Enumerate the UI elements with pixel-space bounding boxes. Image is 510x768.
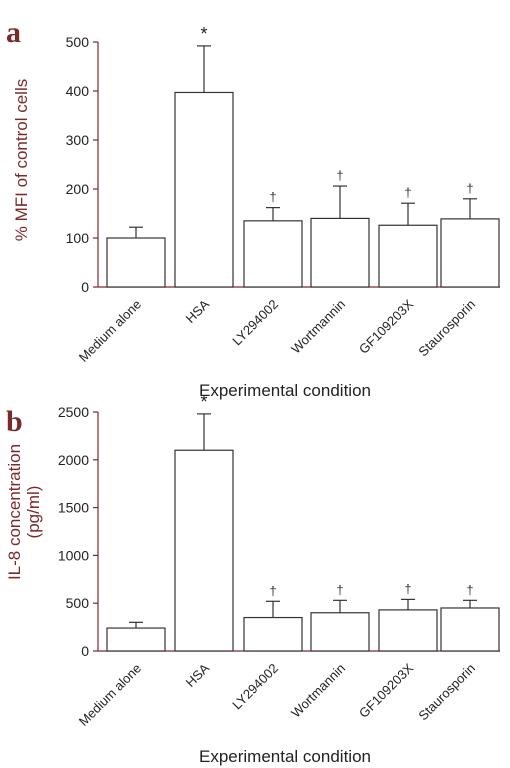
category-label-b-3: Wortmannin [288,661,348,721]
significance-mark-b-5: † [466,582,473,597]
y-tick-label-b-1000: 1000 [58,547,89,563]
bar-a-4 [378,224,438,288]
plot-area-a: 0 100 200 300 400 500 Medium alone * HSA † LY29400… [66,24,500,365]
category-label-a-1: HSA [183,296,213,326]
y-axis-label-b-line2: (pg/ml) [24,486,43,539]
bar-b-5 [440,607,500,652]
y-tick-label-a-300: 300 [66,132,90,148]
bar-a-0 [106,237,166,288]
y-tick-label-a-200: 200 [66,181,90,197]
significance-mark-b-1: * [200,392,207,412]
y-tick-label-b-500: 500 [66,595,90,611]
y-tick-label-b-1500: 1500 [58,500,89,516]
bar-a-3 [310,217,370,288]
significance-mark-a-5: † [466,181,473,196]
significance-mark-a-2: † [269,190,276,205]
category-label-a-3: Wortmannin [288,297,348,357]
x-axis-label-b: Experimental condition [199,747,371,766]
bar-a-5 [440,218,500,288]
x-axis-label-a: Experimental condition [199,381,371,400]
y-tick-label-a-500: 500 [66,34,90,50]
bar-a-2 [243,220,303,288]
y-tick-label-a-0: 0 [81,279,89,295]
significance-mark-b-4: † [404,581,411,596]
category-label-b-2: LY294002 [229,661,281,713]
bar-b-4 [378,609,438,652]
category-label-a-2: LY294002 [229,297,281,349]
category-label-b-4: GF109203X [356,660,416,720]
category-label-a-0: Medium alone [76,297,144,365]
category-label-b-5: Staurosporin [415,661,478,724]
y-tick-label-b-2000: 2000 [58,452,89,468]
bar-a-1 [174,91,234,288]
panel-letter-a: a [6,16,21,49]
y-tick-label-a-100: 100 [66,230,90,246]
significance-mark-a-3: † [336,168,343,183]
bar-b-3 [310,612,370,652]
plot-area-b: 0 500 1000 1500 2000 2500 Medium alone * HSA † LY2… [58,392,500,729]
y-tick-label-b-0: 0 [81,643,89,659]
y-tick-label-a-400: 400 [66,83,90,99]
category-label-a-4: GF109203X [356,296,416,356]
category-label-a-5: Staurosporin [415,297,478,360]
bar-b-2 [243,616,303,652]
y-tick-label-b-2500: 2500 [58,404,89,420]
significance-mark-a-1: * [200,24,207,44]
category-label-b-0: Medium alone [76,661,144,729]
panel-letter-b: b [6,405,23,438]
y-axis-label-a: % MFI of control cells [12,79,31,242]
significance-mark-a-4: † [404,185,411,200]
significance-mark-b-3: † [336,582,343,597]
significance-mark-b-2: † [269,583,276,598]
bar-b-0 [106,627,166,652]
y-axis-label-b-line1: IL-8 concentration [5,444,24,580]
bar-b-1 [174,449,234,652]
category-label-b-1: HSA [183,660,213,690]
